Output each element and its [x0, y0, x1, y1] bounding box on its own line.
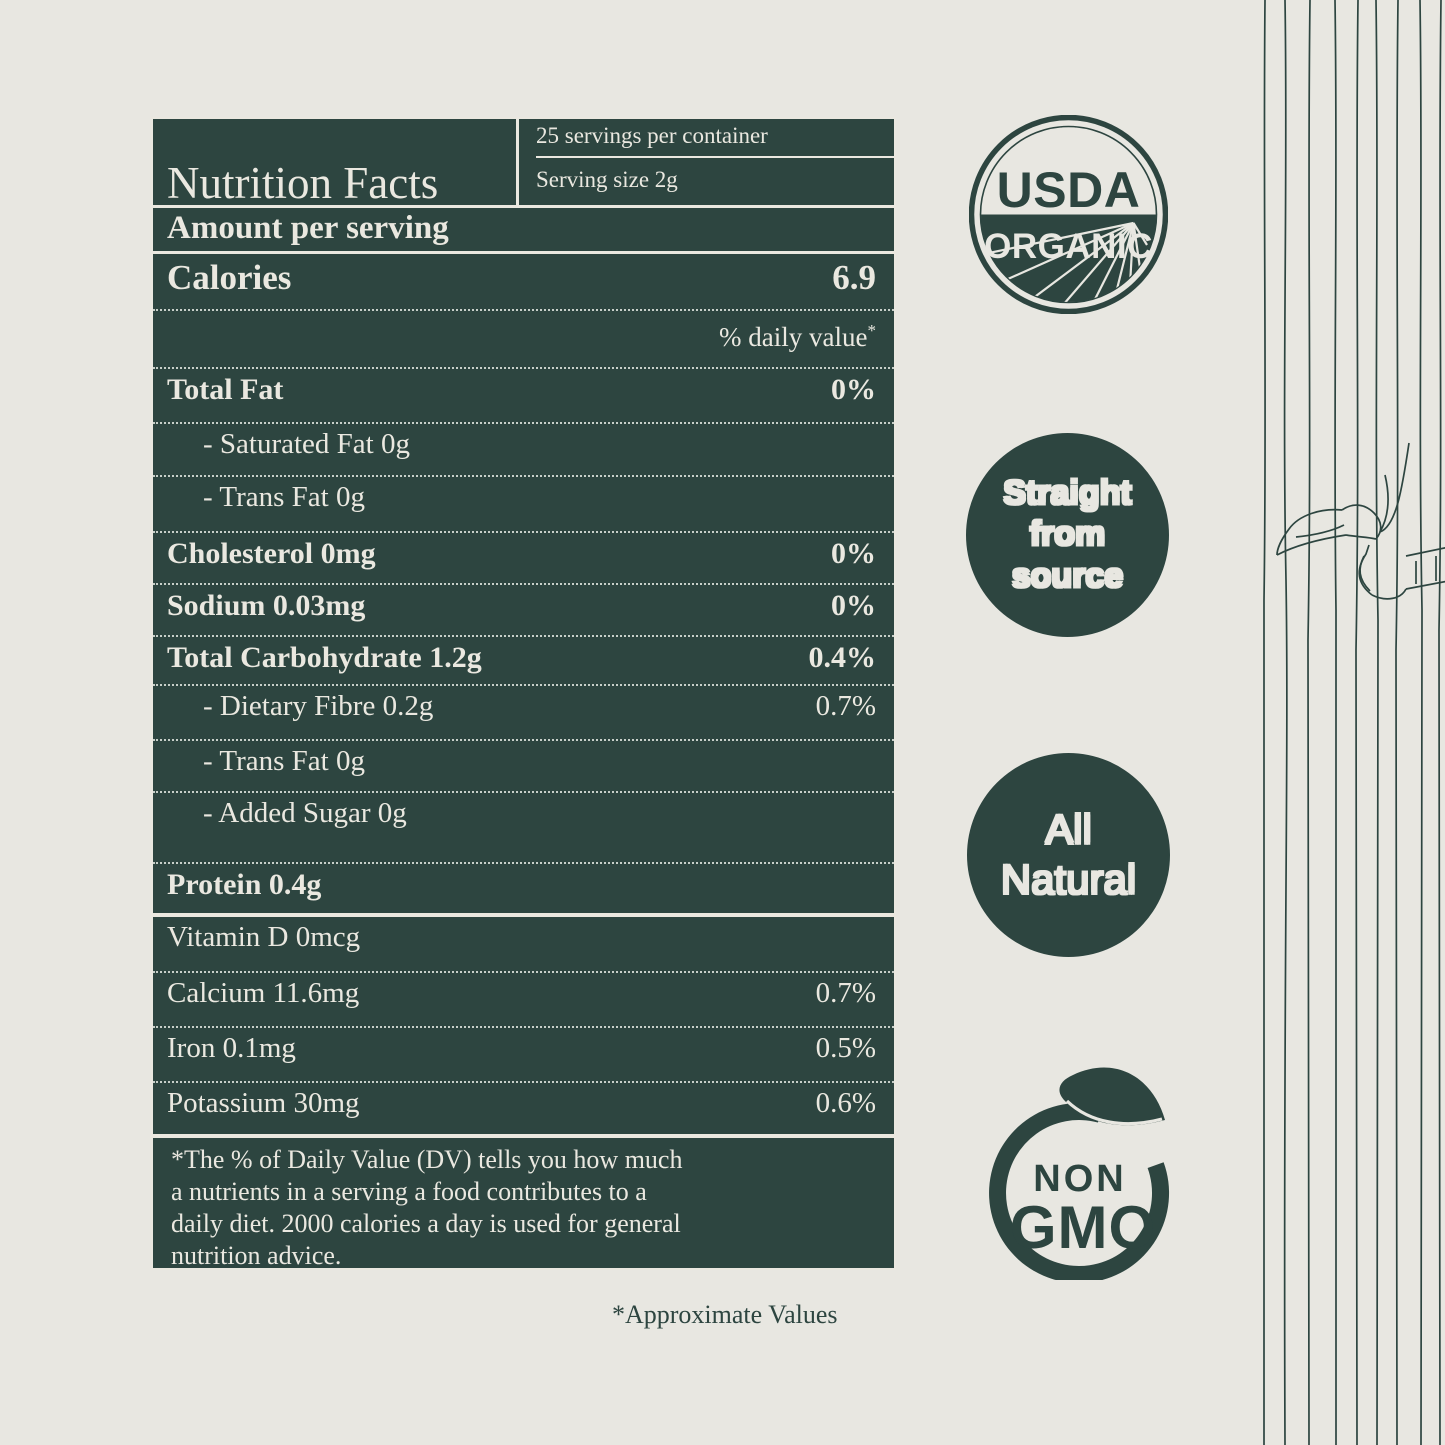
- svg-text:ORGANIC: ORGANIC: [984, 227, 1153, 266]
- svg-text:GMO: GMO: [1010, 1194, 1156, 1261]
- svg-text:USDA: USDA: [997, 162, 1141, 218]
